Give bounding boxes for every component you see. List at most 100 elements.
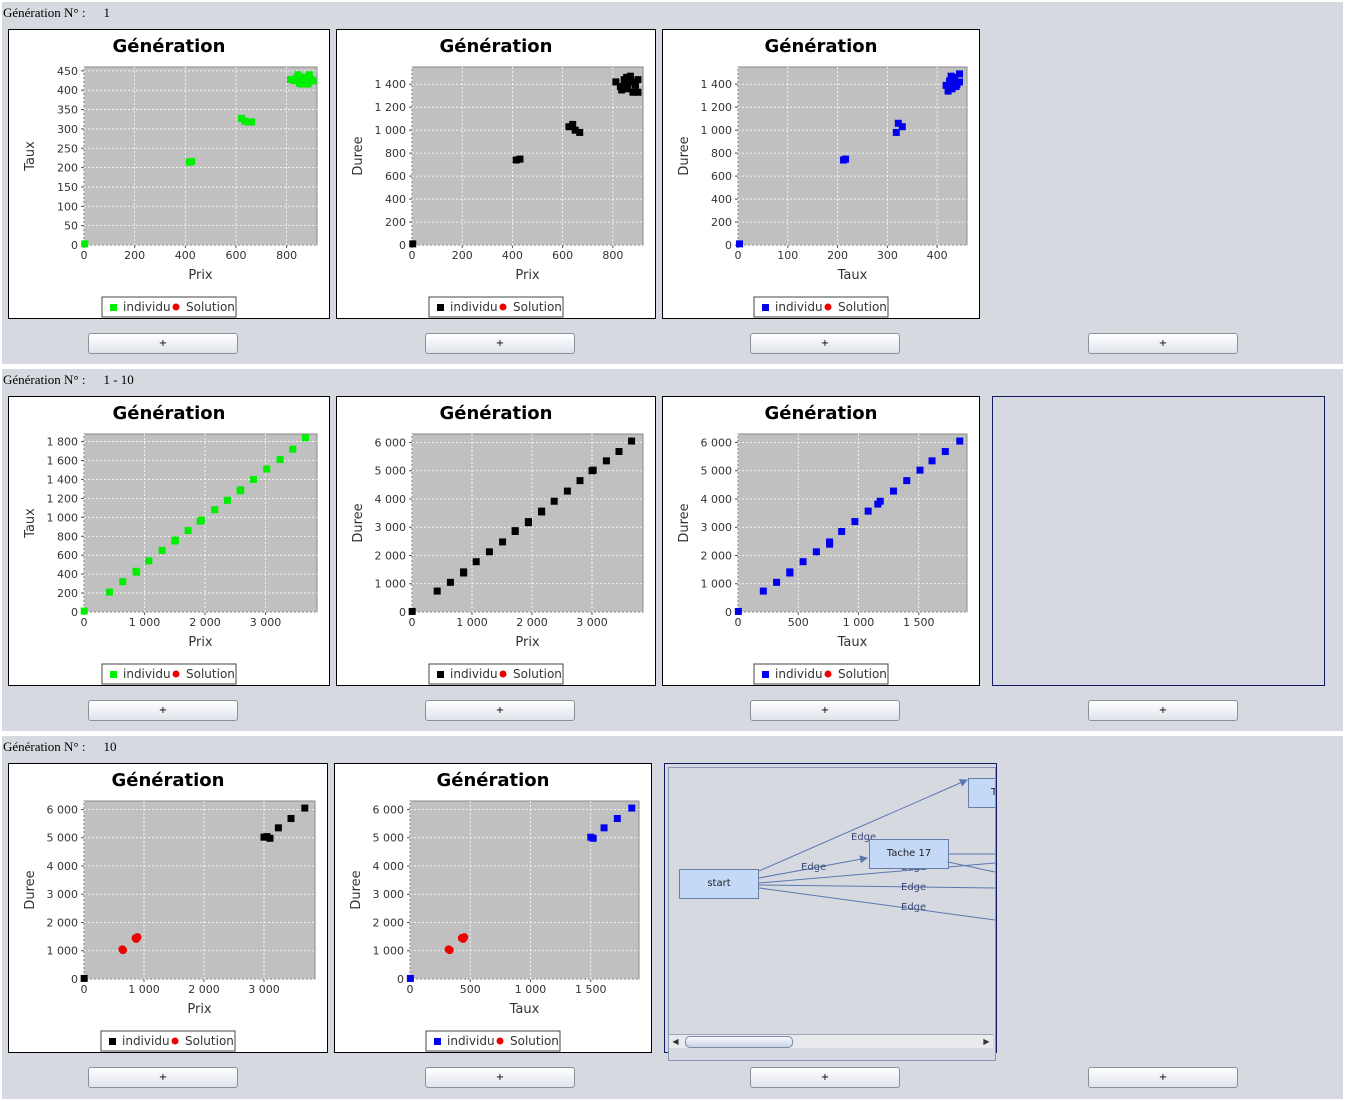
chart-panel-taux-duree: Génération 0 500 1 000 1 500 0 1 000 2 000 3 000…: [334, 763, 652, 1053]
individu-point: [944, 87, 952, 95]
x-tick-label: 100: [777, 249, 798, 262]
graph-node-tache-17[interactable]: Tache 17: [869, 839, 949, 869]
individu-point: [826, 540, 834, 548]
individu-point: [898, 123, 906, 131]
x-tick-label: 200: [452, 249, 473, 262]
y-tick-label: 200: [711, 216, 732, 229]
generation-value: 1 - 10: [103, 372, 134, 387]
horizontal-scrollbar[interactable]: ◀ ▶: [669, 1034, 993, 1048]
x-tick-label: 3 000: [250, 616, 282, 629]
individu-point: [571, 126, 579, 134]
x-tick-label: 800: [276, 249, 297, 262]
x-axis-label: Taux: [509, 1002, 540, 1017]
y-tick-label: 6 000: [373, 803, 405, 816]
solution-point: [133, 933, 142, 942]
add-button[interactable]: +: [88, 333, 238, 354]
y-tick-label: 5 000: [47, 832, 79, 845]
add-button[interactable]: +: [88, 1067, 238, 1088]
y-tick-label: 0: [71, 973, 78, 986]
legend-solution-label: Solution: [510, 1034, 559, 1048]
graph-node-start[interactable]: start: [679, 869, 759, 899]
add-button[interactable]: +: [750, 1067, 900, 1088]
individu-point: [576, 477, 584, 485]
individu-point: [81, 240, 89, 248]
individu-point: [409, 240, 417, 248]
y-tick-label: 400: [57, 568, 78, 581]
x-axis-label: Prix: [515, 635, 540, 650]
add-button[interactable]: +: [425, 700, 575, 721]
add-button[interactable]: +: [425, 1067, 575, 1088]
y-tick-label: 400: [711, 193, 732, 206]
x-tick-label: 3 000: [576, 616, 608, 629]
add-button[interactable]: +: [1088, 333, 1238, 354]
individu-point: [236, 487, 244, 495]
graph-node-partial[interactable]: T: [968, 778, 995, 808]
y-tick-label: 0: [725, 606, 732, 619]
chart-panel-prix-duree: Génération 0 1 000 2 000 3 000 0 1 000 2 000 3 0…: [8, 763, 328, 1053]
add-button[interactable]: +: [750, 700, 900, 721]
x-tick-label: 300: [877, 249, 898, 262]
individu-point: [563, 487, 571, 495]
generation-label: Génération N° :1 - 10: [3, 372, 134, 387]
graph-edge: [758, 862, 995, 884]
individu-point: [263, 465, 271, 473]
x-tick-label: 0: [407, 983, 414, 996]
individu-point: [949, 78, 957, 86]
add-button[interactable]: +: [88, 700, 238, 721]
task-graph-panel[interactable]: Edge Edge Edge Edge Edge start Tache 17 …: [664, 763, 997, 1061]
legend-individu-label: individu: [123, 667, 171, 681]
scatter-chart: Génération 0 1 000 2 000 3 000 0 1 000 2 000 3 0…: [351, 403, 644, 685]
individu-point: [460, 569, 468, 577]
x-tick-label: 0: [409, 616, 416, 629]
individu-point: [613, 815, 621, 823]
scroll-thumb[interactable]: [685, 1036, 793, 1048]
y-tick-label: 400: [385, 193, 406, 206]
y-tick-label: 1 000: [47, 945, 79, 958]
chart-title: Génération: [113, 403, 226, 424]
y-tick-label: 800: [711, 147, 732, 160]
individu-point: [211, 506, 219, 514]
y-tick-label: 4 000: [373, 860, 405, 873]
legend-solution-marker: [824, 303, 832, 311]
add-button[interactable]: +: [750, 333, 900, 354]
individu-point: [274, 824, 282, 832]
x-axis-label: Taux: [837, 268, 868, 283]
individu-point: [105, 588, 113, 596]
add-button[interactable]: +: [1088, 1067, 1238, 1088]
individu-point: [406, 974, 414, 982]
individu-point: [629, 88, 637, 96]
chart-panel-prix-taux: Génération 0 200 400 600 800 0 50 100 150 200 250 30…: [8, 29, 330, 319]
y-tick-label: 200: [385, 216, 406, 229]
legend: [101, 296, 237, 318]
individu-point: [928, 457, 936, 465]
plot-area: [737, 66, 968, 246]
add-button[interactable]: +: [1088, 700, 1238, 721]
scroll-left-icon[interactable]: ◀: [672, 1037, 679, 1046]
y-tick-label: 3 000: [701, 521, 733, 534]
individu-point: [956, 78, 964, 86]
individu-point: [286, 75, 294, 83]
edge-label: Edge: [851, 832, 876, 843]
individu-point: [119, 578, 127, 586]
task-graph-canvas[interactable]: Edge Edge Edge Edge Edge start Tache 17 …: [668, 767, 996, 1061]
x-axis-label: Prix: [187, 1002, 212, 1017]
y-axis-label: Duree: [351, 136, 366, 175]
y-tick-label: 3 000: [373, 888, 405, 901]
legend-individu-marker: [434, 1038, 441, 1045]
y-tick-label: 600: [711, 170, 732, 183]
individu-point: [550, 497, 558, 505]
individu-point: [626, 72, 634, 80]
individu-point: [634, 88, 642, 96]
y-tick-label: 2 000: [373, 916, 405, 929]
individu-point: [511, 527, 519, 535]
scroll-right-icon[interactable]: ▶: [983, 1037, 990, 1046]
y-tick-label: 1 000: [701, 124, 733, 137]
add-button[interactable]: +: [425, 333, 575, 354]
y-axis-label: Taux: [23, 141, 38, 172]
graph-edge: [758, 779, 968, 872]
legend-individu-label: individu: [123, 300, 171, 314]
chart-panel-prix-taux: Génération 0 1 000 2 000 3 000 0 200 400 600 800 1…: [8, 396, 330, 686]
graph-edge: [758, 855, 868, 879]
individu-point: [786, 569, 794, 577]
y-tick-label: 250: [57, 142, 78, 155]
